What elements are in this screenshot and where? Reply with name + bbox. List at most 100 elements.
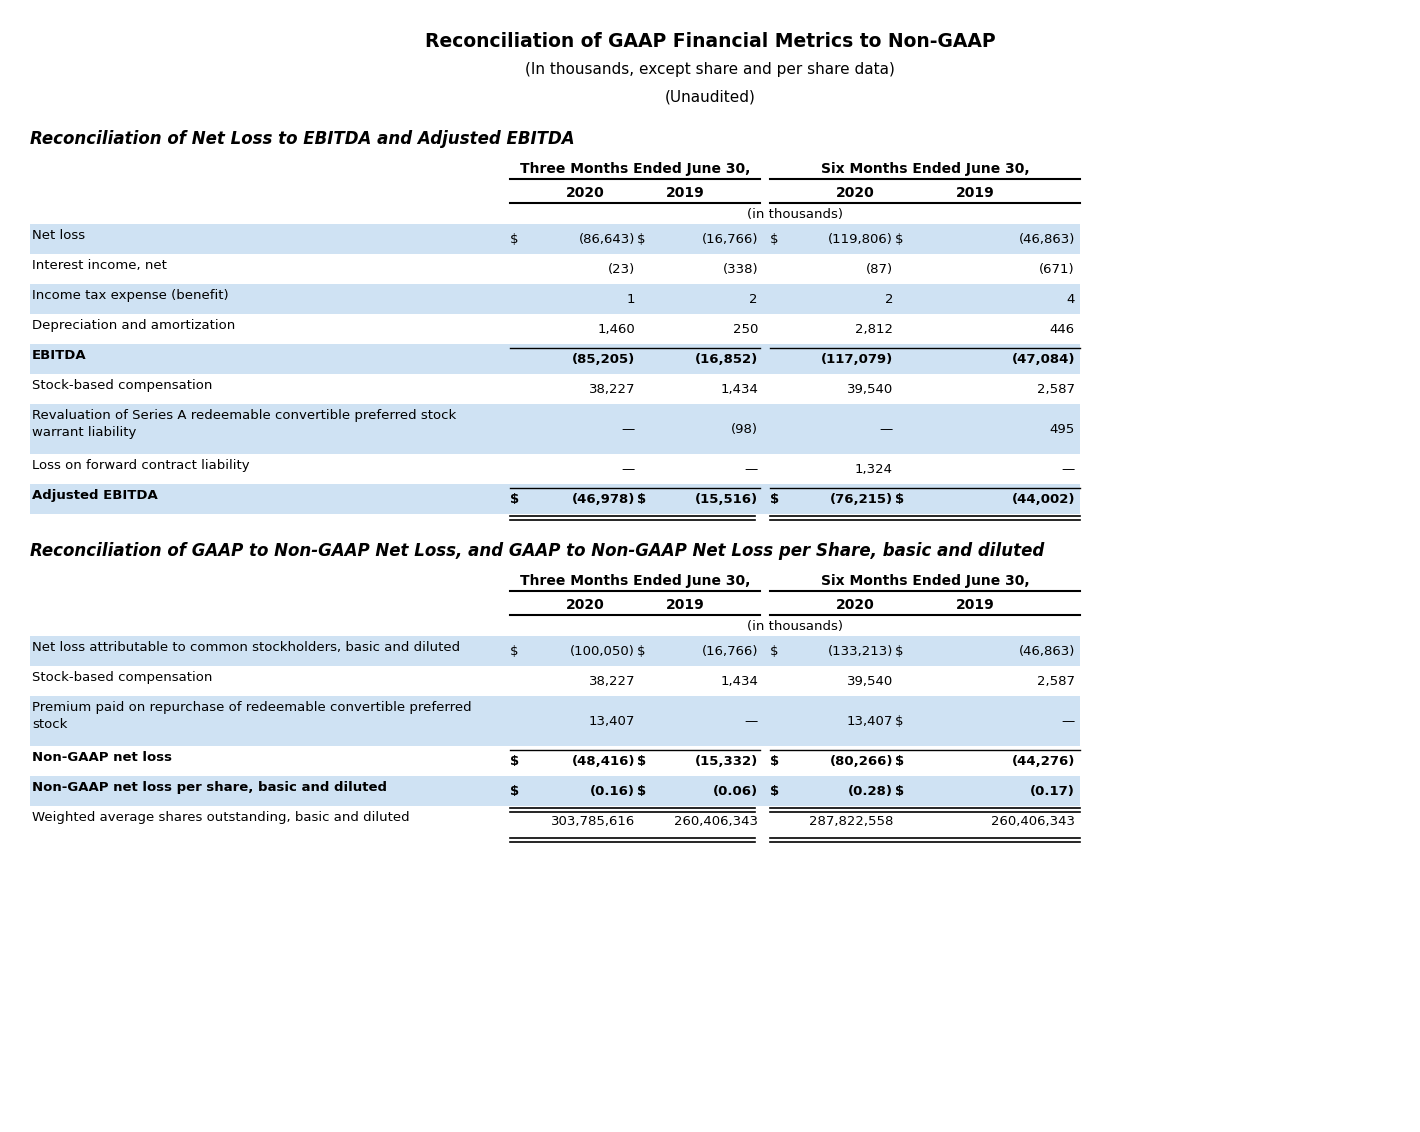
Text: —: — <box>1062 463 1075 475</box>
Text: 1,324: 1,324 <box>855 463 893 475</box>
Bar <box>30 314 1081 344</box>
Text: $: $ <box>895 715 903 728</box>
Text: 2019: 2019 <box>956 598 994 612</box>
Text: Depreciation and amortization: Depreciation and amortization <box>33 319 236 332</box>
Bar <box>30 284 1081 314</box>
Text: 2020: 2020 <box>565 598 605 612</box>
Text: (47,084): (47,084) <box>1011 353 1075 366</box>
Text: 260,406,343: 260,406,343 <box>991 815 1075 827</box>
Text: (46,863): (46,863) <box>1018 645 1075 658</box>
Text: (133,213): (133,213) <box>828 645 893 658</box>
Text: 4: 4 <box>1066 293 1075 306</box>
Text: 39,540: 39,540 <box>846 383 893 396</box>
Text: (98): (98) <box>731 423 758 436</box>
Text: 260,406,343: 260,406,343 <box>674 815 758 827</box>
Text: Weighted average shares outstanding, basic and diluted: Weighted average shares outstanding, bas… <box>33 811 409 824</box>
Text: (15,516): (15,516) <box>694 494 758 506</box>
Text: (46,863): (46,863) <box>1018 233 1075 246</box>
Text: Adjusted EBITDA: Adjusted EBITDA <box>33 489 158 501</box>
Text: Reconciliation of Net Loss to EBITDA and Adjusted EBITDA: Reconciliation of Net Loss to EBITDA and… <box>30 130 575 148</box>
Text: 2019: 2019 <box>666 186 704 200</box>
Text: $: $ <box>510 784 520 798</box>
Text: 2: 2 <box>750 293 758 306</box>
Text: EBITDA: EBITDA <box>33 349 87 362</box>
Text: Non-GAAP net loss per share, basic and diluted: Non-GAAP net loss per share, basic and d… <box>33 781 388 794</box>
Text: —: — <box>622 423 635 436</box>
Text: (44,002): (44,002) <box>1011 494 1075 506</box>
Bar <box>30 254 1081 284</box>
Text: (0.16): (0.16) <box>589 784 635 798</box>
Text: warrant liability: warrant liability <box>33 426 136 439</box>
Bar <box>30 666 1081 696</box>
Text: Stock-based compensation: Stock-based compensation <box>33 671 213 684</box>
Text: 446: 446 <box>1049 323 1075 336</box>
Text: (48,416): (48,416) <box>571 755 635 767</box>
Text: Net loss attributable to common stockholders, basic and diluted: Net loss attributable to common stockhol… <box>33 641 460 654</box>
Text: (16,766): (16,766) <box>701 233 758 246</box>
Text: $: $ <box>895 755 905 767</box>
Text: Loss on forward contract liability: Loss on forward contract liability <box>33 458 250 472</box>
Text: 1,434: 1,434 <box>720 383 758 396</box>
Bar <box>30 344 1081 374</box>
Text: (119,806): (119,806) <box>828 233 893 246</box>
Text: Reconciliation of GAAP Financial Metrics to Non-GAAP: Reconciliation of GAAP Financial Metrics… <box>425 32 995 51</box>
Text: $: $ <box>770 645 778 658</box>
Text: $: $ <box>638 233 646 246</box>
Text: 1: 1 <box>626 293 635 306</box>
Text: Income tax expense (benefit): Income tax expense (benefit) <box>33 289 229 302</box>
Text: (in thousands): (in thousands) <box>747 208 843 221</box>
Text: 2,587: 2,587 <box>1037 675 1075 688</box>
Bar <box>30 374 1081 404</box>
Text: (46,978): (46,978) <box>572 494 635 506</box>
Text: (16,852): (16,852) <box>694 353 758 366</box>
Bar <box>30 224 1081 254</box>
Text: (Unaudited): (Unaudited) <box>665 91 755 105</box>
Bar <box>30 404 1081 454</box>
Text: 13,407: 13,407 <box>846 715 893 728</box>
Text: (117,079): (117,079) <box>821 353 893 366</box>
Text: (76,215): (76,215) <box>829 494 893 506</box>
Text: $: $ <box>638 784 646 798</box>
Bar <box>30 806 1081 837</box>
Text: $: $ <box>510 755 520 767</box>
Bar <box>30 484 1081 514</box>
Text: $: $ <box>638 755 646 767</box>
Text: (0.17): (0.17) <box>1030 784 1075 798</box>
Text: 303,785,616: 303,785,616 <box>551 815 635 827</box>
Text: 2020: 2020 <box>565 186 605 200</box>
Text: stock: stock <box>33 718 67 731</box>
Text: $: $ <box>510 233 518 246</box>
Text: 2019: 2019 <box>956 186 994 200</box>
Text: (In thousands, except share and per share data): (In thousands, except share and per shar… <box>525 62 895 77</box>
Text: (16,766): (16,766) <box>701 645 758 658</box>
Text: (100,050): (100,050) <box>569 645 635 658</box>
Text: $: $ <box>510 494 520 506</box>
Text: $: $ <box>770 233 778 246</box>
Bar <box>30 746 1081 777</box>
Text: 38,227: 38,227 <box>588 675 635 688</box>
Text: (86,643): (86,643) <box>578 233 635 246</box>
Text: (15,332): (15,332) <box>694 755 758 767</box>
Text: Reconciliation of GAAP to Non-GAAP Net Loss, and GAAP to Non-GAAP Net Loss per S: Reconciliation of GAAP to Non-GAAP Net L… <box>30 542 1044 560</box>
Text: $: $ <box>895 233 903 246</box>
Text: Stock-based compensation: Stock-based compensation <box>33 379 213 392</box>
Text: (80,266): (80,266) <box>829 755 893 767</box>
Text: (671): (671) <box>1039 263 1075 276</box>
Text: 1,460: 1,460 <box>598 323 635 336</box>
Text: $: $ <box>770 784 780 798</box>
Text: —: — <box>744 463 758 475</box>
Text: 250: 250 <box>733 323 758 336</box>
Text: 2,812: 2,812 <box>855 323 893 336</box>
Text: Revaluation of Series A redeemable convertible preferred stock: Revaluation of Series A redeemable conve… <box>33 409 456 422</box>
Text: —: — <box>622 463 635 475</box>
Text: (in thousands): (in thousands) <box>747 620 843 633</box>
Text: 39,540: 39,540 <box>846 675 893 688</box>
Text: $: $ <box>638 645 646 658</box>
Text: Three Months Ended June 30,: Three Months Ended June 30, <box>520 162 750 175</box>
Text: $: $ <box>770 494 780 506</box>
Bar <box>30 454 1081 484</box>
Text: (0.28): (0.28) <box>848 784 893 798</box>
Text: Premium paid on repurchase of redeemable convertible preferred: Premium paid on repurchase of redeemable… <box>33 701 471 714</box>
Text: Non-GAAP net loss: Non-GAAP net loss <box>33 751 172 764</box>
Text: $: $ <box>895 784 905 798</box>
